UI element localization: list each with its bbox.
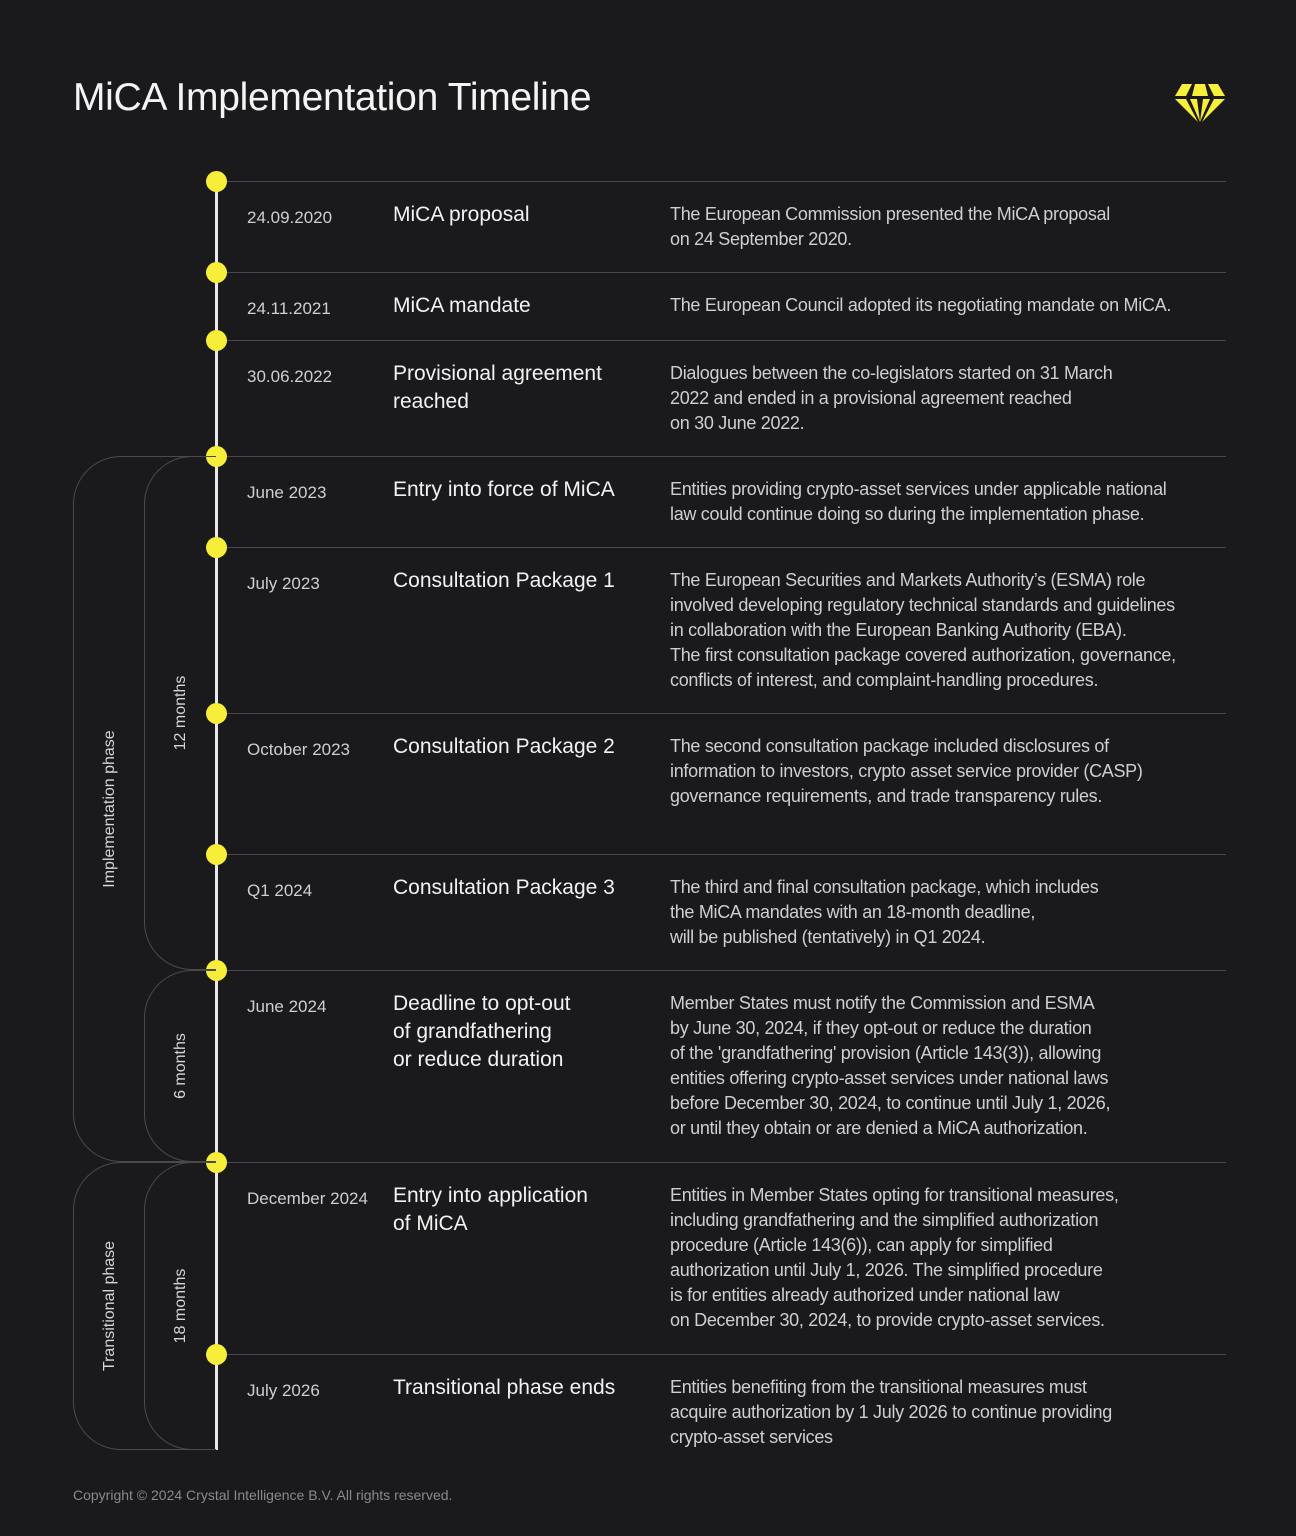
event-date: 30.06.2022 (247, 367, 333, 386)
event-date: July 2023 (247, 574, 320, 593)
event-title: Entry into force of MiCA (393, 478, 615, 501)
event-date: 24.11.2021 (247, 299, 331, 318)
event-description: Entities providing crypto-asset services… (670, 479, 1167, 524)
event-description: The European Council adopted its negotia… (670, 295, 1172, 315)
event-title: Consultation Package 3 (393, 876, 615, 899)
event-title: Deadline to opt-out of grandfathering or… (393, 992, 571, 1071)
event-title: Provisional agreement reached (393, 362, 602, 413)
row-divider (216, 547, 1226, 548)
event-description: Entities in Member States opting for tra… (670, 1185, 1119, 1330)
phase-label: Implementation phase (101, 730, 118, 888)
row-divider (216, 340, 1226, 341)
event-title: Consultation Package 1 (393, 569, 615, 592)
event-date: 24.09.2020 (247, 208, 333, 227)
row-divider (216, 1162, 1226, 1163)
crystal-diamond-icon (1175, 84, 1225, 122)
timeline-dot (206, 844, 227, 865)
event-date: June 2023 (247, 483, 327, 502)
phase-label: 18 months (172, 1268, 189, 1344)
phase-bracket (73, 1162, 216, 1450)
event-description: The second consultation package included… (670, 736, 1143, 806)
event-description: The European Commission presented the Mi… (670, 204, 1110, 249)
event-title: Consultation Package 2 (393, 735, 615, 758)
timeline-dot (206, 703, 227, 724)
event-date: December 2024 (247, 1189, 368, 1208)
row-divider (216, 970, 1226, 971)
event-description: The third and final consultation package… (670, 877, 1099, 947)
phase-label: 6 months (172, 1033, 189, 1099)
event-title: MiCA proposal (393, 203, 530, 226)
phase-bracket (73, 456, 216, 1162)
event-title: Transitional phase ends (393, 1376, 616, 1399)
timeline-axis (215, 181, 218, 1450)
row-divider (216, 456, 1226, 457)
copyright-footer: Copyright © 2024 Crystal Intelligence B.… (73, 1487, 453, 1503)
row-divider (216, 181, 1226, 182)
event-description: Dialogues between the co-legislators sta… (670, 363, 1113, 433)
page-title: MiCA Implementation Timeline (73, 76, 592, 119)
event-date: Q1 2024 (247, 881, 313, 900)
event-date: October 2023 (247, 740, 351, 759)
event-date: July 2026 (247, 1381, 320, 1400)
phase-label: 12 months (172, 675, 189, 751)
row-divider (216, 272, 1226, 273)
event-description: Entities benefiting from the transitiona… (670, 1377, 1112, 1447)
timeline-dot (206, 1344, 227, 1365)
row-divider (216, 854, 1226, 855)
timeline-dot (206, 262, 227, 283)
row-divider (216, 1354, 1226, 1355)
timeline-dot (206, 330, 227, 351)
event-description: Member States must notify the Commission… (670, 993, 1111, 1138)
event-title: Entry into application of MiCA (393, 1184, 588, 1235)
event-title: MiCA mandate (393, 294, 531, 317)
phase-label: Transitional phase (101, 1240, 118, 1372)
row-divider (216, 713, 1226, 714)
timeline-dot (206, 171, 227, 192)
event-description: The European Securities and Markets Auth… (670, 570, 1176, 690)
event-date: June 2024 (247, 997, 327, 1016)
timeline-dot (206, 537, 227, 558)
